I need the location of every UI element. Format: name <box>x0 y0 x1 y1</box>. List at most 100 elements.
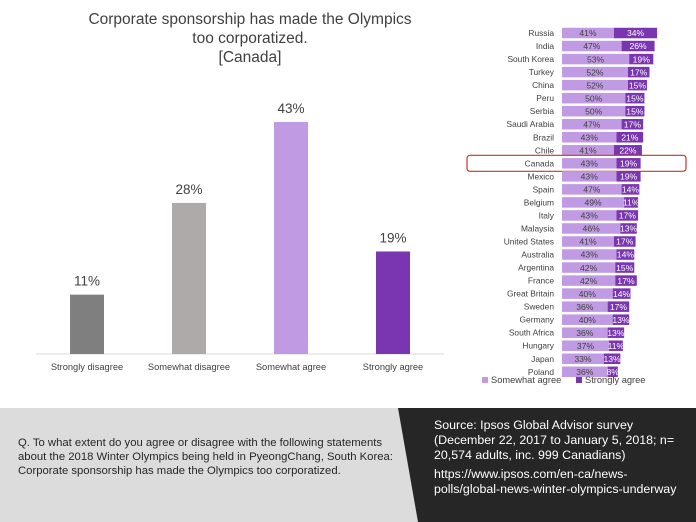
bar-somewhat-australia <box>562 249 617 260</box>
country-label-spain: Spain <box>533 184 555 194</box>
source-text: Source: Ipsos Global Advisor survey (Dec… <box>434 418 675 462</box>
bar-strongly-spain <box>621 184 640 195</box>
country-label-turkey: Turkey <box>529 67 555 77</box>
bar-strongly-great-britain <box>612 288 631 299</box>
bar-somewhat-belgium <box>562 197 625 208</box>
bar-strongly-peru <box>625 92 645 104</box>
bar-strongly-poland <box>607 366 618 378</box>
label-somewhat-hungary: 37% <box>577 341 595 351</box>
legend-label-somewhat-agree: Somewhat agree <box>491 375 561 385</box>
label-somewhat-france: 42% <box>580 276 598 286</box>
source-panel: Source: Ipsos Global Advisor survey (Dec… <box>418 408 696 522</box>
bar-somewhat-turkey <box>562 66 628 78</box>
label-strongly-mexico: 19% <box>620 172 638 182</box>
x-tick-label-strongly-disagree: Strongly disagree <box>51 362 123 372</box>
country-label-hungary: Hungary <box>522 341 554 351</box>
bar-strongly-france <box>615 275 637 286</box>
data-label-strongly-disagree: 11% <box>74 274 100 289</box>
label-strongly-united-states: 17% <box>616 237 634 247</box>
label-strongly-saudi-arabia: 17% <box>624 119 642 129</box>
bar-strongly-sweden <box>607 301 630 312</box>
label-strongly-south-africa: 13% <box>607 328 625 338</box>
bar-somewhat-spain <box>562 184 622 195</box>
bar-strongly-italy <box>616 210 639 221</box>
bar-somewhat-peru <box>562 92 626 104</box>
bar-strongly-japan <box>603 353 621 365</box>
bar-strongly-india <box>621 40 655 52</box>
label-strongly-hungary: 11% <box>608 341 625 351</box>
label-somewhat-argentina: 42% <box>580 263 598 273</box>
label-somewhat-saudi-arabia: 47% <box>583 119 601 129</box>
footer-divider <box>398 408 418 522</box>
label-somewhat-australia: 43% <box>581 250 599 260</box>
label-strongly-france: 17% <box>617 276 635 286</box>
bar-somewhat-mexico <box>562 171 617 182</box>
title-line-3: [Canada] <box>218 49 282 66</box>
label-somewhat-chile: 41% <box>579 145 597 155</box>
bar-strongly-hungary <box>608 340 623 351</box>
bar-strongly-agree <box>376 251 410 354</box>
country-label-saudi-arabia: Saudi Arabia <box>507 119 555 129</box>
bar-strongly-argentina <box>615 262 635 273</box>
label-somewhat-italy: 43% <box>581 211 599 221</box>
bar-somewhat-agree <box>274 121 308 355</box>
label-strongly-belgium: 11% <box>623 198 640 208</box>
country-label-india: India <box>536 41 555 51</box>
label-somewhat-serbia: 50% <box>585 106 603 116</box>
country-label-russia: Russia <box>528 28 554 38</box>
bar-somewhat-russia <box>562 27 614 39</box>
label-somewhat-great-britain: 40% <box>579 289 597 299</box>
country-label-japan: Japan <box>531 354 554 364</box>
label-strongly-italy: 17% <box>619 211 637 221</box>
bar-somewhat-germany <box>562 314 613 325</box>
country-label-mexico: Mexico <box>527 171 554 181</box>
label-somewhat-belgium: 49% <box>584 198 602 208</box>
bar-strongly-south-korea <box>629 53 654 65</box>
country-label-poland: Poland <box>528 367 554 377</box>
question-panel: Q. To what extent do you agree or disagr… <box>0 408 418 522</box>
legend-swatch-somewhat-agree <box>482 377 488 383</box>
bar-strongly-south-africa <box>607 327 625 338</box>
country-label-france: France <box>528 276 554 286</box>
label-somewhat-russia: 41% <box>579 28 597 38</box>
bar-somewhat-hungary <box>562 340 609 351</box>
label-strongly-great-britain: 14% <box>613 289 631 299</box>
label-strongly-chile: 22% <box>619 145 637 155</box>
legend-swatch-strongly-agree <box>576 377 582 383</box>
label-somewhat-united-states: 41% <box>579 237 597 247</box>
label-somewhat-sweden: 36% <box>576 302 594 312</box>
bar-somewhat-brazil <box>562 132 617 143</box>
x-tick-label-somewhat-disagree: Somewhat disagree <box>148 362 230 372</box>
data-label-strongly-agree: 19% <box>379 230 406 245</box>
bar-somewhat-china <box>562 79 628 91</box>
bar-somewhat-disagree <box>172 202 206 354</box>
title-line-1: Corporate sponsorship has made the Olymp… <box>88 11 412 28</box>
label-somewhat-japan: 33% <box>574 354 592 364</box>
label-somewhat-india: 47% <box>583 41 601 51</box>
bar-somewhat-france <box>562 275 616 286</box>
label-strongly-sweden: 17% <box>610 302 628 312</box>
country-label-serbia: Serbia <box>530 106 555 116</box>
bar-strongly-russia <box>613 27 658 39</box>
label-strongly-spain: 14% <box>622 185 640 195</box>
label-strongly-malaysia: 13% <box>620 224 638 234</box>
source-link[interactable]: https://www.ipsos.com/en-ca/news-polls/g… <box>434 467 677 496</box>
data-label-somewhat-disagree: 28% <box>175 182 202 197</box>
label-somewhat-china: 52% <box>586 80 604 90</box>
label-somewhat-spain: 47% <box>583 185 601 195</box>
country-label-chile: Chile <box>535 145 554 155</box>
label-strongly-serbia: 15% <box>626 106 644 116</box>
country-label-belgium: Belgium <box>524 197 554 207</box>
country-label-italy: Italy <box>539 210 555 220</box>
bar-strongly-canada <box>616 158 641 169</box>
label-strongly-brazil: 21% <box>621 132 639 142</box>
bar-somewhat-malaysia <box>562 223 621 234</box>
bar-strongly-china <box>627 79 647 91</box>
bar-strongly-belgium <box>624 197 639 208</box>
bar-strongly-germany <box>612 314 630 325</box>
label-strongly-germany: 13% <box>612 315 630 325</box>
bar-somewhat-south-korea <box>562 53 630 65</box>
country-label-great-britain: Great Britain <box>507 289 554 299</box>
label-somewhat-poland: 36% <box>576 367 594 377</box>
bar-somewhat-argentina <box>562 262 616 273</box>
